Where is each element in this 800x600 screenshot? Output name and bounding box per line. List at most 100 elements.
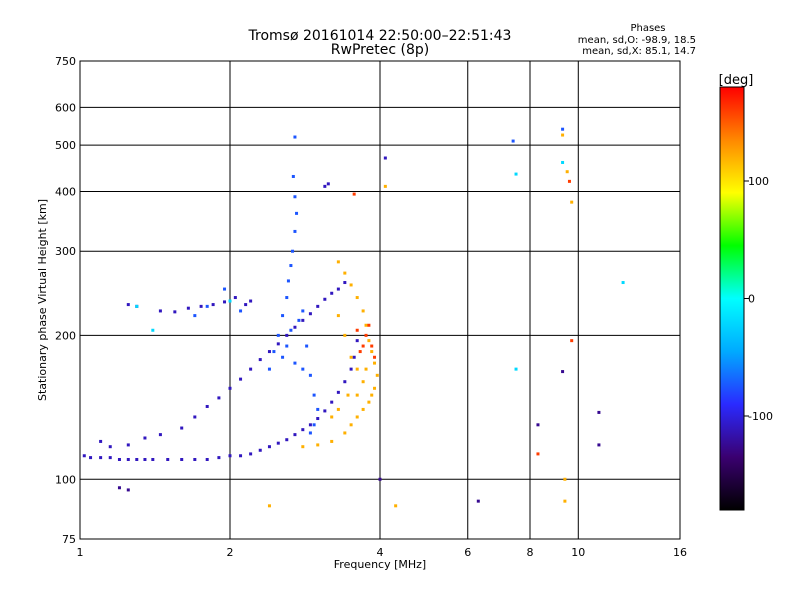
data-point: [361, 309, 365, 313]
data-point: [267, 445, 271, 449]
data-point: [621, 281, 625, 285]
data-point: [117, 486, 121, 490]
data-point: [239, 454, 243, 458]
data-point: [514, 172, 518, 176]
data-point: [308, 373, 312, 377]
data-point: [370, 393, 374, 397]
colorbar: [deg] 100 0 -100: [719, 73, 773, 511]
data-point: [285, 333, 289, 337]
data-point: [295, 211, 299, 215]
data-point: [126, 303, 130, 307]
data-point: [228, 454, 232, 458]
colorbar-gradient: [719, 86, 745, 511]
data-point: [570, 339, 574, 343]
data-point: [597, 443, 601, 447]
data-point: [383, 184, 387, 188]
data-point: [561, 160, 565, 164]
data-point: [323, 184, 327, 188]
data-point: [511, 139, 515, 143]
data-point: [367, 339, 371, 343]
data-point: [567, 179, 571, 183]
data-point: [258, 448, 262, 452]
data-point: [293, 135, 297, 139]
data-point: [352, 192, 356, 196]
data-point: [561, 370, 565, 374]
data-point: [286, 279, 290, 283]
data-point: [186, 306, 190, 310]
phases-o-stats: mean, sd,O: -98.9, 18.5: [578, 35, 696, 46]
data-point: [126, 443, 130, 447]
data-point: [267, 367, 271, 371]
data-point: [536, 452, 540, 456]
colorbar-label: [deg]: [719, 73, 754, 88]
data-point: [267, 504, 271, 508]
data-point: [373, 361, 377, 365]
data-point: [244, 303, 248, 307]
x-axis-label: Frequency [MHz]: [334, 558, 426, 571]
y-tick-label: 500: [55, 139, 76, 152]
data-point: [249, 452, 253, 456]
data-point: [239, 309, 243, 313]
data-point: [352, 355, 356, 359]
data-point: [323, 409, 327, 413]
data-point: [297, 318, 301, 322]
data-point: [193, 457, 197, 461]
data-point: [301, 428, 305, 432]
data-point: [228, 299, 232, 303]
data-point: [316, 417, 320, 421]
data-point: [361, 407, 365, 411]
data-point: [199, 304, 203, 308]
data-point: [308, 431, 312, 435]
data-point: [285, 438, 289, 442]
grid-lines: [80, 61, 680, 539]
data-point: [355, 367, 359, 371]
data-point: [361, 344, 365, 348]
data-point: [370, 350, 374, 354]
data-point: [367, 400, 371, 404]
data-point: [563, 477, 567, 481]
colorbar-tick-label: -100: [748, 410, 773, 423]
data-point: [514, 367, 518, 371]
data-point: [223, 300, 227, 304]
data-point: [383, 156, 387, 160]
data-point: [346, 393, 350, 397]
data-point: [349, 355, 353, 359]
data-point: [293, 229, 297, 233]
data-points: [82, 127, 625, 508]
data-point: [312, 423, 316, 427]
x-tick-label: 2: [227, 546, 234, 559]
x-tick-label: 4: [377, 546, 384, 559]
y-tick-label: 75: [62, 533, 76, 546]
y-axis-ticks: 75 100 200 300 400 500 600 750: [55, 55, 76, 546]
data-point: [126, 488, 130, 492]
data-point: [301, 445, 305, 449]
data-point: [373, 386, 377, 390]
data-point: [361, 380, 365, 384]
data-point: [358, 350, 362, 354]
data-point: [355, 339, 359, 343]
data-point: [336, 390, 340, 394]
data-point: [563, 499, 567, 503]
data-point: [565, 170, 569, 174]
data-point: [301, 367, 305, 371]
data-point: [233, 296, 237, 300]
data-point: [561, 127, 565, 131]
data-point: [597, 410, 601, 414]
data-point: [355, 415, 359, 419]
data-point: [135, 304, 139, 308]
data-point: [289, 264, 293, 268]
data-point: [326, 182, 330, 186]
data-point: [301, 318, 305, 322]
data-point: [308, 423, 312, 427]
data-point: [343, 271, 347, 275]
data-point: [364, 367, 368, 371]
chart-title: Tromsø 20161014 22:50:00–22:51:43: [248, 28, 512, 44]
data-point: [82, 454, 86, 458]
data-point: [272, 350, 276, 354]
data-point: [126, 457, 130, 461]
data-point: [308, 312, 312, 316]
data-point: [108, 445, 112, 449]
data-point: [291, 249, 295, 253]
